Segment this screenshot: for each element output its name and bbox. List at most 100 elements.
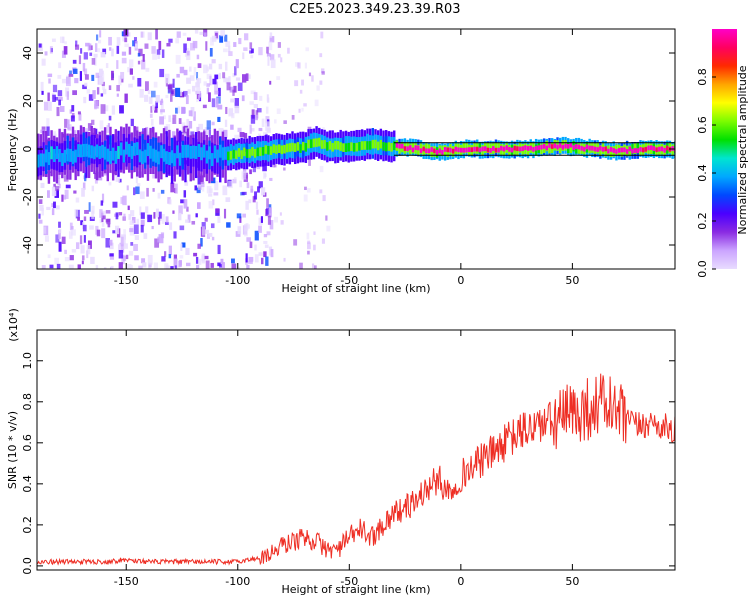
spectrogram-cell: [237, 226, 242, 235]
spectrogram-cell: [249, 101, 254, 105]
spectrogram-cell: [81, 260, 84, 265]
spectrogram-cell: [316, 85, 320, 91]
spectrogram-cell: [193, 67, 197, 76]
spectrogram-cell: [73, 190, 77, 194]
spectrogram-ridge-cell: [144, 149, 147, 163]
spectrogram-cell: [111, 48, 114, 57]
spectrogram-ridge-cell: [229, 150, 233, 160]
spectrogram-cell: [266, 198, 269, 208]
spectrogram-cell: [118, 262, 123, 269]
spectrogram-cell: [208, 92, 211, 102]
spectrogram-cell: [79, 71, 83, 81]
spectrogram-cell: [214, 74, 219, 80]
spectrogram-cell: [56, 106, 60, 117]
spectrogram-cell: [120, 197, 124, 204]
spectrogram-cell: [154, 238, 160, 248]
spectrogram-cell: [83, 96, 87, 104]
spectrogram-cell: [141, 59, 146, 70]
spectrogram-cell: [96, 87, 100, 95]
spectrogram-cell: [273, 163, 277, 168]
spectrogram-cell: [231, 263, 237, 269]
spectrogram-cell: [144, 94, 149, 102]
spectrogram-ridge-cell: [615, 149, 618, 154]
spectrogram-cell: [225, 41, 231, 48]
spectrogram-cell: [196, 54, 200, 60]
spectrogram-cell: [156, 49, 161, 55]
spectrogram-cell: [151, 104, 155, 111]
spectrogram-cell: [198, 94, 201, 101]
spectrogram-cell: [95, 265, 99, 269]
spectrogram-cell: [112, 230, 116, 234]
spectrogram-cell: [258, 217, 263, 225]
spectrogram-cell: [216, 96, 221, 104]
spectrogram-cell: [175, 107, 179, 114]
spectrogram-ridge-cell: [221, 147, 225, 161]
spectrogram-cell: [66, 91, 70, 100]
spectrogram-ridge-cell: [323, 140, 326, 149]
spectrogram-cell: [208, 129, 211, 139]
spectrogram-cell: [176, 267, 181, 269]
y-tick-label: 0.0: [21, 557, 34, 575]
spectrogram-cell: [86, 155, 90, 161]
spectrogram-cell: [160, 100, 164, 110]
spectrogram-cell: [129, 68, 133, 75]
spectrogram-cell: [264, 244, 269, 248]
spectrogram-cell: [200, 238, 203, 247]
spectrogram-ridge-cell: [660, 146, 664, 152]
spectrogram-cell: [46, 206, 51, 211]
spectrogram-cell: [206, 73, 212, 80]
spectrogram-cell: [127, 205, 130, 211]
spectrogram-ridge-cell: [548, 142, 551, 154]
spectrogram-cell: [242, 52, 245, 60]
spectrogram-cell: [159, 68, 165, 78]
spectrogram-cell: [215, 32, 218, 39]
spectrogram-cell: [80, 245, 85, 254]
spectrogram-cell: [170, 182, 175, 193]
spectrogram-cell: [105, 210, 111, 214]
spectrogram-cell: [257, 186, 260, 193]
spectrogram-cell: [100, 93, 104, 97]
spectrogram-cell: [220, 258, 224, 264]
colorbar-tick-label: 0.4: [696, 164, 709, 182]
spectrogram-cell: [168, 245, 172, 256]
spectrogram-cell: [291, 115, 295, 120]
spectrogram-ridge-cell: [406, 146, 409, 152]
spectrogram-cell: [195, 256, 199, 264]
spectrogram-cell: [287, 47, 290, 54]
spectrogram-ridge-cell: [347, 142, 350, 152]
spectrogram-cell: [41, 58, 46, 66]
spectrogram-cell: [218, 87, 221, 97]
spectrogram-cell: [214, 180, 219, 191]
spectrogram-cell: [233, 85, 237, 93]
spectrogram-cell: [38, 43, 42, 48]
spectrogram-ridge-cell: [387, 142, 391, 151]
spectrogram-ridge-cell: [235, 150, 238, 160]
spectrogram-cell: [193, 252, 198, 257]
spectrogram-cell: [83, 52, 88, 60]
spectrogram-ridge-cell: [492, 146, 495, 151]
colorbar-gradient: [712, 29, 737, 269]
spectrogram-cell: [217, 104, 223, 110]
x-tick-label: -50: [340, 575, 358, 588]
spectrogram-ridge-cell: [302, 141, 305, 151]
spectrogram-ridge-cell: [109, 135, 112, 165]
spectrogram-cell: [84, 74, 89, 80]
spectrogram-cell: [91, 58, 96, 65]
spectrogram-cell: [210, 262, 214, 268]
spectrogram-cell: [245, 253, 248, 263]
spectrogram-ridge-cell: [524, 145, 527, 150]
spectrogram-cell: [203, 81, 207, 86]
spectrogram-ridge-cell: [189, 144, 192, 174]
spectrogram-cell: [148, 96, 153, 104]
spectrogram-cell: [262, 140, 267, 147]
spectrogram-cell: [270, 59, 276, 69]
spectrogram-cell: [99, 30, 102, 38]
spectrogram-cell: [58, 241, 62, 252]
spectrogram-cell: [224, 34, 228, 42]
spectrogram-cell: [227, 142, 232, 148]
spectrogram-cell: [64, 249, 67, 255]
spectrogram-ridge-cell: [189, 145, 192, 159]
spectrogram-cell: [325, 215, 328, 221]
spectrogram-cell: [215, 97, 219, 108]
spectrogram-cell: [147, 32, 152, 41]
